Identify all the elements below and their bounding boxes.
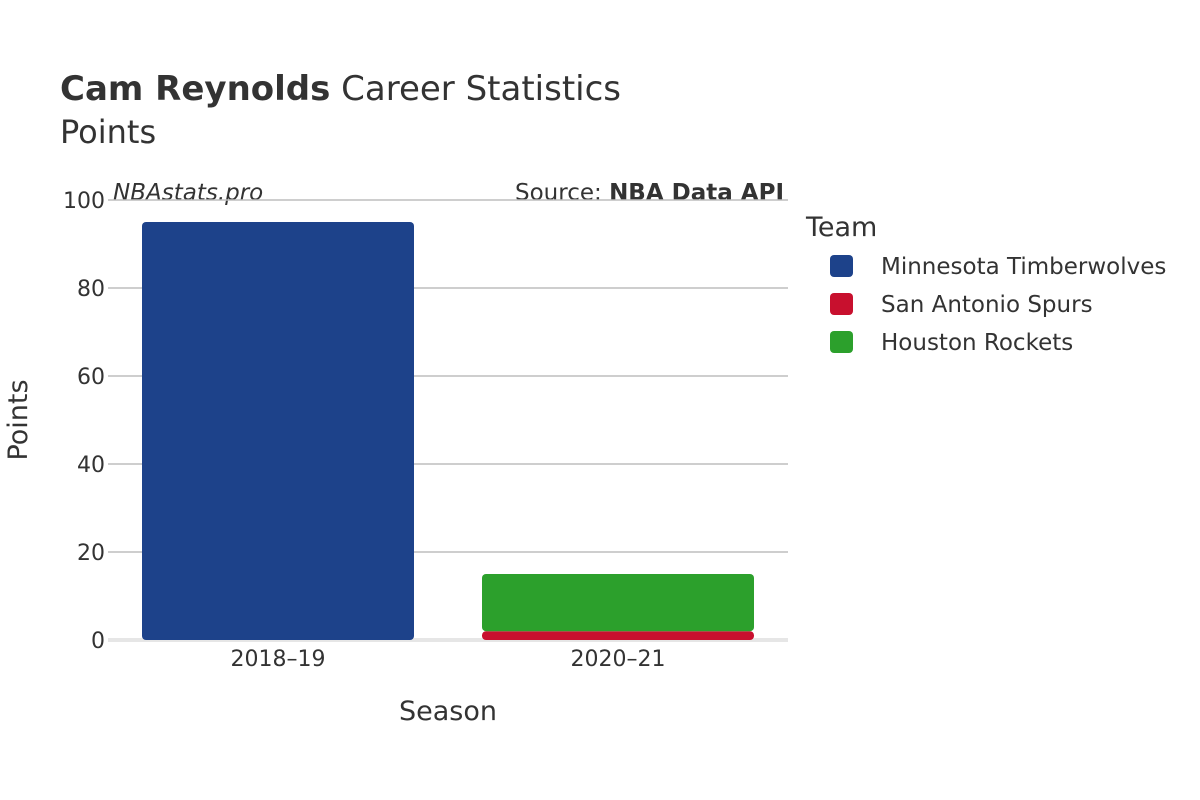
credit-text: NBAstats.pro <box>113 180 263 206</box>
legend-label: San Antonio Spurs <box>881 292 1093 318</box>
legend-label: Minnesota Timberwolves <box>881 254 1166 280</box>
x-axis-title: Season <box>399 696 497 727</box>
chart-subtitle: Points <box>60 113 156 151</box>
y-tick-label: 80 <box>77 277 105 302</box>
title-rest: Career Statistics <box>330 69 621 109</box>
player-name: Cam Reynolds <box>60 69 330 109</box>
x-tick-label: 2020–21 <box>571 647 666 672</box>
chart-title: Cam Reynolds Career Statistics <box>60 69 621 109</box>
legend-label: Houston Rockets <box>881 330 1073 356</box>
legend-swatch <box>830 255 853 277</box>
source-text: Source: NBA Data API <box>515 180 784 206</box>
source-name: NBA Data API <box>609 180 784 206</box>
bar-minnesota-timberwolves <box>142 222 414 640</box>
legend-swatch <box>830 331 853 353</box>
source-prefix: Source: <box>515 180 609 206</box>
y-tick-label: 20 <box>77 541 105 566</box>
bar-san-antonio-spurs <box>482 631 754 640</box>
legend: Minnesota Timberwolves San Antonio Spurs H… <box>830 254 1166 356</box>
bar-houston-rockets <box>482 574 754 632</box>
bars <box>142 222 754 640</box>
y-tick-label: 100 <box>63 189 105 214</box>
y-tick-label: 40 <box>77 453 105 478</box>
x-axis-ticks: 2018–19 2020–21 <box>231 647 666 672</box>
x-tick-label: 2018–19 <box>231 647 326 672</box>
y-axis-title: Points <box>3 379 34 460</box>
legend-title: Team <box>805 212 877 243</box>
y-tick-label: 60 <box>77 365 105 390</box>
y-tick-label: 0 <box>91 629 105 654</box>
y-axis-ticks: 0 20 40 60 80 100 <box>63 189 105 654</box>
legend-swatch <box>830 293 853 315</box>
